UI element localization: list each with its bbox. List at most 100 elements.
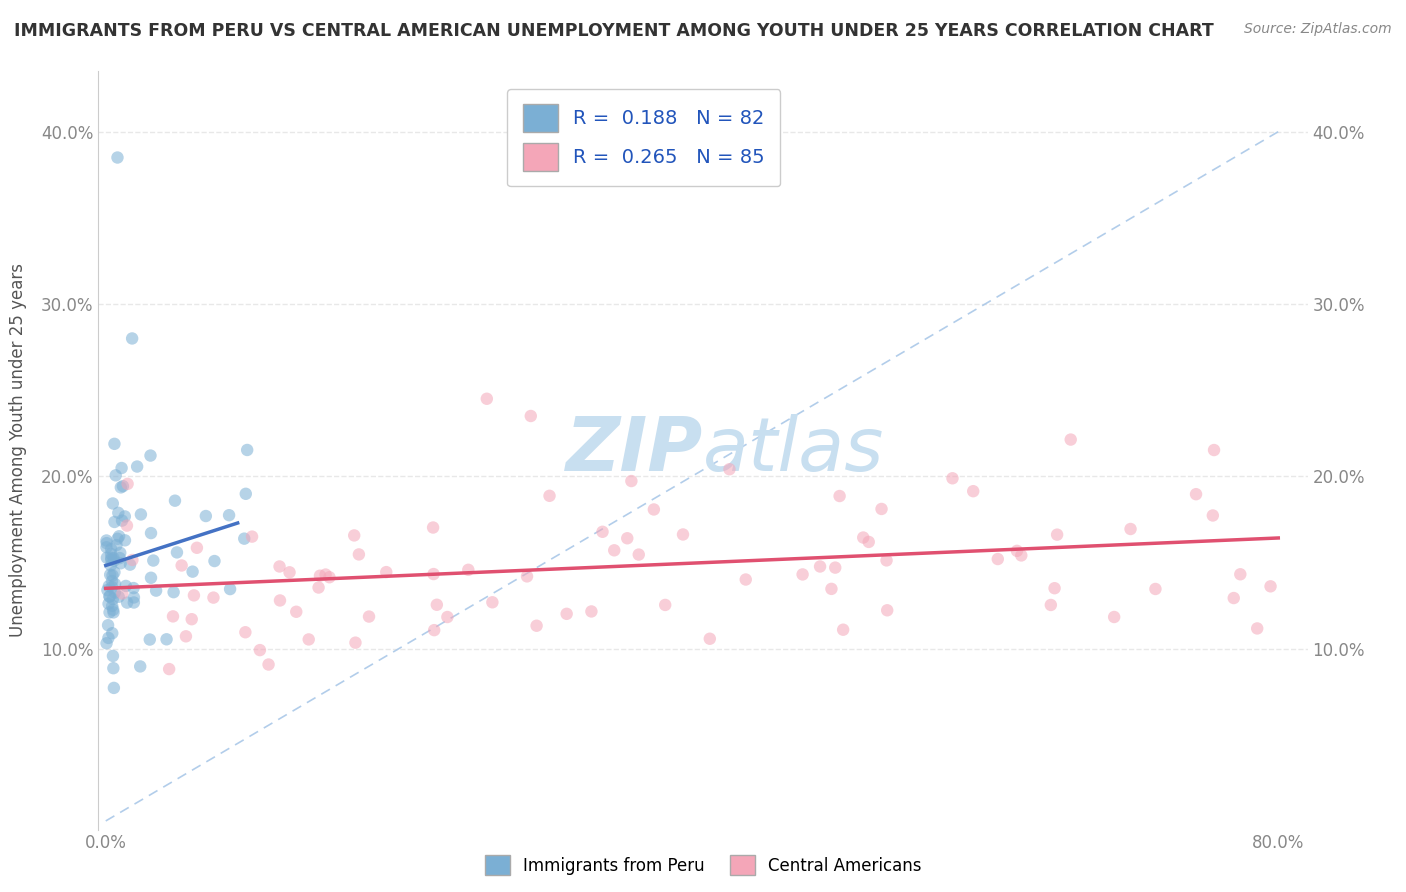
Point — [115, 596, 138, 610]
Point — [285, 605, 308, 619]
Point — [129, 659, 152, 673]
Point — [616, 531, 638, 545]
Point — [96, 583, 118, 598]
Point — [145, 583, 167, 598]
Point — [110, 461, 132, 475]
Point — [236, 442, 259, 457]
Point — [987, 552, 1010, 566]
Point — [122, 591, 145, 605]
Point — [240, 530, 263, 544]
Point — [257, 657, 280, 672]
Point — [100, 552, 122, 566]
Point — [110, 556, 132, 570]
Point — [103, 661, 125, 675]
Point — [249, 643, 271, 657]
Point — [108, 551, 131, 566]
Point — [166, 545, 188, 559]
Point — [105, 538, 128, 552]
Point — [127, 459, 149, 474]
Point — [118, 558, 141, 572]
Text: Source: ZipAtlas.com: Source: ZipAtlas.com — [1244, 22, 1392, 37]
Point — [157, 662, 180, 676]
Point — [792, 567, 814, 582]
Point — [96, 636, 118, 650]
Point — [110, 480, 132, 494]
Point — [828, 489, 851, 503]
Text: IMMIGRANTS FROM PERU VS CENTRAL AMERICAN UNEMPLOYMENT AMONG YOUTH UNDER 25 YEARS: IMMIGRANTS FROM PERU VS CENTRAL AMERICAN… — [14, 22, 1213, 40]
Point — [832, 623, 855, 637]
Legend: Immigrants from Peru, Central Americans: Immigrants from Peru, Central Americans — [477, 847, 929, 884]
Point — [100, 547, 122, 561]
Point — [555, 607, 578, 621]
Point — [426, 598, 449, 612]
Point — [111, 514, 134, 528]
Point — [202, 591, 225, 605]
Point — [163, 493, 186, 508]
Point — [115, 518, 138, 533]
Point — [139, 526, 162, 541]
Point — [181, 565, 204, 579]
Point — [110, 546, 132, 560]
Point — [699, 632, 721, 646]
Point — [114, 509, 136, 524]
Point — [1202, 508, 1225, 523]
Point — [170, 558, 193, 573]
Point — [101, 574, 124, 588]
Point — [309, 568, 332, 582]
Point — [1010, 549, 1032, 563]
Point — [269, 593, 291, 607]
Point — [627, 548, 650, 562]
Text: atlas: atlas — [703, 415, 884, 486]
Point — [298, 632, 321, 647]
Point — [104, 585, 127, 599]
Point — [107, 590, 129, 604]
Point — [114, 533, 136, 548]
Point — [343, 528, 366, 542]
Point — [101, 603, 124, 617]
Point — [1260, 579, 1282, 593]
Point — [581, 604, 603, 618]
Point — [98, 567, 121, 582]
Point — [734, 573, 756, 587]
Point — [436, 610, 458, 624]
Point — [278, 566, 301, 580]
Point — [100, 558, 122, 573]
Point — [1046, 527, 1069, 541]
Point — [457, 563, 479, 577]
Point — [592, 524, 614, 539]
Point — [422, 520, 444, 534]
Point — [423, 623, 446, 637]
Point — [1246, 622, 1268, 636]
Point — [98, 590, 121, 604]
Point — [876, 553, 898, 567]
Point — [218, 508, 240, 523]
Point — [104, 468, 127, 483]
Point — [162, 585, 184, 599]
Point — [98, 606, 121, 620]
Point — [824, 560, 846, 574]
Point — [347, 548, 370, 562]
Point — [718, 462, 741, 476]
Point — [308, 581, 330, 595]
Point — [139, 449, 162, 463]
Point — [876, 603, 898, 617]
Point — [858, 535, 880, 549]
Point — [103, 515, 125, 529]
Point — [422, 567, 444, 582]
Point — [96, 541, 118, 555]
Point — [107, 506, 129, 520]
Point — [962, 484, 984, 499]
Point — [520, 409, 543, 423]
Point — [103, 551, 125, 566]
Point — [103, 681, 125, 695]
Point — [100, 542, 122, 557]
Point — [96, 533, 118, 548]
Point — [235, 625, 257, 640]
Point — [101, 496, 124, 510]
Point — [180, 612, 202, 626]
Point — [107, 151, 129, 165]
Point — [475, 392, 498, 406]
Point — [101, 580, 124, 594]
Point — [101, 626, 124, 640]
Y-axis label: Unemployment Among Youth under 25 years: Unemployment Among Youth under 25 years — [10, 263, 27, 638]
